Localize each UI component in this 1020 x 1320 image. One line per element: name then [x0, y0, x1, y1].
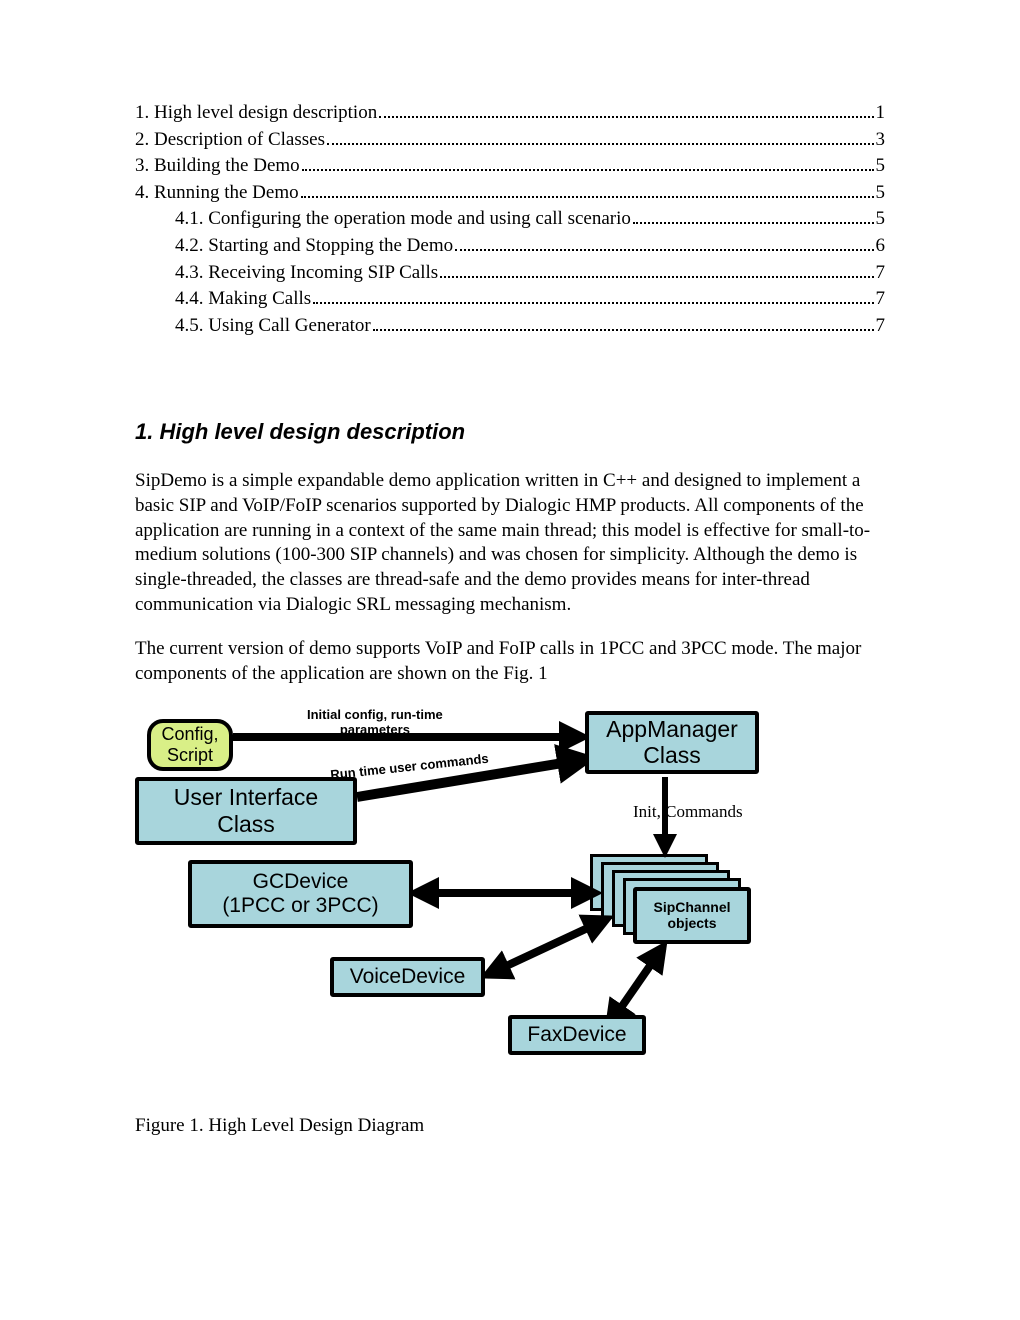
- toc-label: 4.3. Receiving Incoming SIP Calls: [175, 260, 438, 287]
- design-diagram: User InterfaceClass Config,Script AppManag…: [135, 707, 885, 1077]
- diagram-node-sipchannel: SipChannelobjects: [633, 887, 751, 944]
- toc-leader-dots: [301, 195, 874, 198]
- toc-leader-dots: [379, 115, 873, 118]
- diagram-node-faxdevice: FaxDevice: [508, 1015, 646, 1055]
- diagram-node-config: Config,Script: [147, 719, 233, 771]
- toc-label: 2. Description of Classes: [135, 127, 325, 154]
- toc-label: 4.5. Using Call Generator: [175, 313, 371, 340]
- toc-leader-dots: [302, 168, 874, 171]
- toc-label: 4. Running the Demo: [135, 180, 299, 207]
- toc-page-number: 5: [876, 180, 886, 207]
- toc-row: 4.1. Configuring the operation mode and …: [135, 206, 885, 233]
- toc-page-number: 5: [876, 153, 886, 180]
- toc-page-number: 6: [876, 233, 886, 260]
- diagram-arrow-label: Initial config, run-timeparameters: [307, 707, 443, 738]
- diagram-node-ui: User InterfaceClass: [135, 777, 357, 845]
- diagram-arrow-label: Run time user commands: [330, 751, 490, 783]
- toc-page-number: 3: [876, 127, 886, 154]
- toc-leader-dots: [440, 275, 873, 278]
- toc-leader-dots: [327, 142, 874, 145]
- diagram-arrow-label: Init, Commands: [633, 802, 743, 822]
- diagram-node-voicedevice: VoiceDevice: [330, 957, 485, 997]
- toc-leader-dots: [373, 328, 874, 331]
- toc-row: 3. Building the Demo 5: [135, 153, 885, 180]
- toc-row: 2. Description of Classes 3: [135, 127, 885, 154]
- diagram-node-gcdevice: GCDevice(1PCC or 3PCC): [188, 860, 413, 928]
- toc-row: 4. Running the Demo 5: [135, 180, 885, 207]
- toc-label: 4.4. Making Calls: [175, 286, 311, 313]
- toc-page-number: 1: [876, 100, 886, 127]
- body-paragraph: The current version of demo supports VoI…: [135, 637, 885, 686]
- table-of-contents: 1. High level design description12. Desc…: [135, 100, 885, 339]
- toc-page-number: 7: [876, 313, 886, 340]
- toc-label: 4.1. Configuring the operation mode and …: [175, 206, 631, 233]
- toc-row: 4.5. Using Call Generator 7: [135, 313, 885, 340]
- body-paragraph: SipDemo is a simple expandable demo appl…: [135, 469, 885, 617]
- toc-page-number: 7: [876, 286, 886, 313]
- toc-page-number: 7: [876, 260, 886, 287]
- toc-row: 4.4. Making Calls 7: [135, 286, 885, 313]
- toc-page-number: 5: [876, 206, 886, 233]
- toc-leader-dots: [313, 301, 873, 304]
- toc-row: 4.2. Starting and Stopping the Demo 6: [135, 233, 885, 260]
- figure-caption: Figure 1. High Level Design Diagram: [135, 1115, 885, 1137]
- toc-leader-dots: [633, 221, 874, 224]
- toc-leader-dots: [455, 248, 873, 251]
- toc-row: 1. High level design description 1: [135, 100, 885, 127]
- toc-label: 1. High level design description: [135, 100, 377, 127]
- toc-label: 3. Building the Demo: [135, 153, 300, 180]
- toc-label: 4.2. Starting and Stopping the Demo: [175, 233, 453, 260]
- toc-row: 4.3. Receiving Incoming SIP Calls 7: [135, 260, 885, 287]
- diagram-node-appmgr: AppManagerClass: [585, 711, 759, 774]
- section-heading: 1. High level design description: [135, 419, 885, 445]
